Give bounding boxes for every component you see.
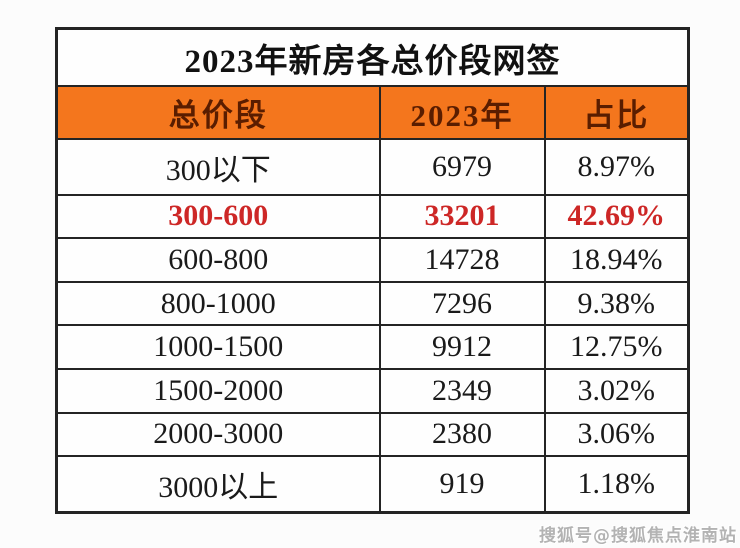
column-header-year-2023: 2023年 bbox=[378, 85, 546, 140]
cell-count: 6979 bbox=[378, 138, 546, 196]
cell-count: 2380 bbox=[378, 411, 546, 458]
table-header-row: 总价段 2023年 占比 bbox=[55, 85, 690, 140]
cell-price-range: 1500-2000 bbox=[55, 368, 381, 414]
cell-price-range: 3000以上 bbox=[55, 455, 381, 514]
table-row-highlighted: 300-600 33201 42.69% bbox=[55, 193, 690, 240]
column-header-share: 占比 bbox=[543, 85, 690, 140]
cell-share: 12.75% bbox=[543, 324, 690, 370]
table-row: 300以下 6979 8.97% bbox=[55, 138, 690, 196]
cell-price-range: 800-1000 bbox=[55, 280, 381, 327]
cell-count: 14728 bbox=[378, 237, 546, 283]
sohu-watermark: 搜狐号@搜狐焦点淮南站 bbox=[539, 526, 737, 546]
cell-count: 919 bbox=[378, 455, 546, 514]
cell-count: 7296 bbox=[378, 280, 546, 327]
cell-count: 33201 bbox=[378, 193, 546, 240]
cell-price-range: 1000-1500 bbox=[55, 324, 381, 370]
table-row: 1500-2000 2349 3.02% bbox=[55, 368, 690, 414]
cell-share: 3.06% bbox=[543, 411, 690, 458]
column-header-price-range: 总价段 bbox=[55, 85, 381, 140]
cell-price-range: 2000-3000 bbox=[55, 411, 381, 458]
cell-count: 9912 bbox=[378, 324, 546, 370]
table-row: 3000以上 919 1.18% bbox=[55, 455, 690, 514]
cell-share: 3.02% bbox=[543, 368, 690, 414]
table-row: 2000-3000 2380 3.06% bbox=[55, 411, 690, 458]
price-segment-table: 2023年新房各总价段网签 总价段 2023年 占比 300以下 6979 8.… bbox=[55, 27, 691, 514]
cell-count: 2349 bbox=[378, 368, 546, 414]
cell-share: 8.97% bbox=[543, 138, 690, 196]
cell-price-range: 300以下 bbox=[55, 138, 381, 196]
cell-share: 9.38% bbox=[543, 280, 690, 327]
cell-share: 18.94% bbox=[543, 237, 690, 283]
table-row: 1000-1500 9912 12.75% bbox=[55, 324, 690, 370]
cell-price-range: 600-800 bbox=[55, 237, 381, 283]
cell-price-range: 300-600 bbox=[55, 193, 381, 240]
table-row: 600-800 14728 18.94% bbox=[55, 237, 690, 283]
table-title: 2023年新房各总价段网签 bbox=[55, 27, 690, 87]
table-row: 800-1000 7296 9.38% bbox=[55, 280, 690, 327]
table-title-row: 2023年新房各总价段网签 bbox=[55, 27, 690, 87]
cell-share: 42.69% bbox=[543, 193, 690, 240]
cell-share: 1.18% bbox=[543, 455, 690, 514]
